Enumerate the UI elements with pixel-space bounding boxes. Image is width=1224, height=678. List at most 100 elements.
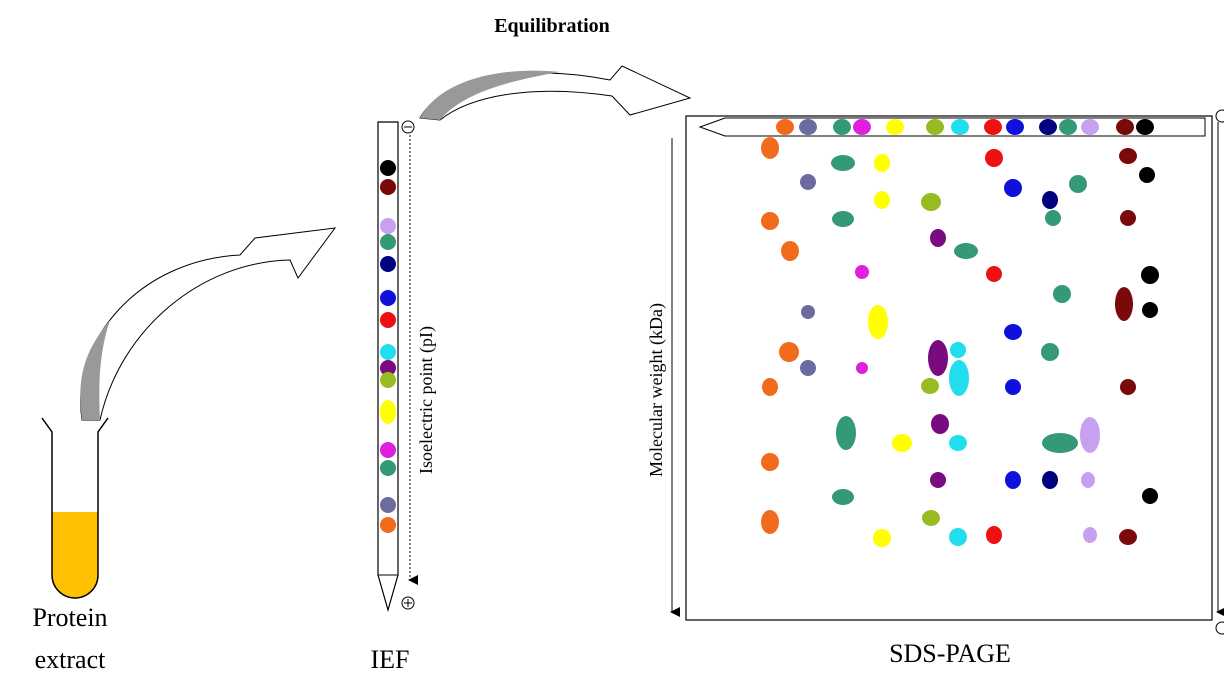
protein-spot bbox=[800, 360, 816, 376]
protein-spot bbox=[1139, 167, 1155, 183]
protein-spot bbox=[380, 290, 396, 306]
axis-label: Molecular weight (kDa) bbox=[646, 303, 667, 477]
protein-spot bbox=[1042, 471, 1058, 489]
protein-spot bbox=[856, 362, 868, 374]
protein-spot bbox=[922, 510, 940, 526]
extract-liquid bbox=[52, 512, 98, 598]
sds-gel bbox=[686, 116, 1212, 620]
protein-spot bbox=[1080, 417, 1100, 453]
protein-spot bbox=[949, 360, 969, 396]
protein-spot bbox=[1059, 119, 1077, 135]
protein-spot bbox=[951, 119, 969, 135]
protein-spot bbox=[931, 414, 949, 434]
protein-spot bbox=[985, 149, 1003, 167]
protein-spot bbox=[1004, 179, 1022, 197]
step-label: Protein bbox=[32, 603, 107, 632]
protein-spot bbox=[761, 453, 779, 471]
protein-spot bbox=[1119, 148, 1137, 164]
protein-spot bbox=[874, 154, 890, 172]
protein-spot bbox=[831, 155, 855, 171]
protein-spot bbox=[801, 305, 815, 319]
protein-spot bbox=[380, 460, 396, 476]
protein-spot bbox=[1116, 119, 1134, 135]
protein-spot bbox=[799, 119, 817, 135]
step-label: SDS-PAGE bbox=[889, 639, 1011, 668]
protein-spot bbox=[380, 400, 396, 424]
protein-spot bbox=[776, 119, 794, 135]
protein-spot bbox=[1081, 472, 1095, 488]
protein-spot bbox=[930, 472, 946, 488]
protein-spot bbox=[380, 312, 396, 328]
protein-spot bbox=[926, 119, 944, 135]
protein-spot bbox=[949, 528, 967, 546]
protein-spot bbox=[984, 119, 1002, 135]
protein-spot bbox=[1069, 175, 1087, 193]
protein-spot bbox=[761, 510, 779, 534]
protein-spot bbox=[1142, 488, 1158, 504]
protein-spot bbox=[380, 517, 396, 533]
protein-spot bbox=[779, 342, 799, 362]
protein-spot bbox=[950, 342, 966, 358]
protein-spot bbox=[921, 193, 941, 211]
protein-spot bbox=[380, 372, 396, 388]
protein-spot bbox=[380, 344, 396, 360]
title: Equilibration bbox=[494, 15, 610, 37]
protein-spot bbox=[928, 340, 948, 376]
protein-spot bbox=[1006, 119, 1024, 135]
protein-spot bbox=[1005, 379, 1021, 395]
protein-spot bbox=[1005, 471, 1021, 489]
protein-spot bbox=[853, 119, 871, 135]
protein-spot bbox=[1115, 287, 1133, 321]
protein-spot bbox=[380, 179, 396, 195]
protein-spot bbox=[986, 526, 1002, 544]
protein-spot bbox=[762, 378, 778, 396]
protein-spot bbox=[1042, 433, 1078, 453]
protein-spot bbox=[1045, 210, 1061, 226]
protein-spot bbox=[836, 416, 856, 450]
plus-electrode bbox=[1216, 622, 1224, 634]
protein-spot bbox=[380, 497, 396, 513]
protein-spot bbox=[1053, 285, 1071, 303]
arrow-outline bbox=[81, 228, 335, 420]
protein-spot bbox=[886, 119, 904, 135]
protein-spot bbox=[892, 434, 912, 452]
protein-spot bbox=[1119, 529, 1137, 545]
protein-spot bbox=[1081, 119, 1099, 135]
protein-spot bbox=[380, 160, 396, 176]
protein-spot bbox=[761, 137, 779, 159]
protein-spot bbox=[832, 489, 854, 505]
protein-spot bbox=[1120, 210, 1136, 226]
test-tube bbox=[42, 418, 108, 598]
step-label: IEF bbox=[371, 645, 410, 674]
protein-spot bbox=[832, 211, 854, 227]
protein-spot bbox=[855, 265, 869, 279]
protein-spot bbox=[1142, 302, 1158, 318]
protein-spot bbox=[868, 305, 888, 339]
protein-spot bbox=[949, 435, 967, 451]
protein-spot bbox=[873, 529, 891, 547]
protein-spot bbox=[380, 442, 396, 458]
protein-spot bbox=[1083, 527, 1097, 543]
protein-spot bbox=[1039, 119, 1057, 135]
protein-spot bbox=[874, 191, 890, 209]
step-label: extract bbox=[35, 645, 107, 674]
axis-label: Isoelectric point (pI) bbox=[416, 326, 437, 474]
protein-spot bbox=[1141, 266, 1159, 284]
diagram: Equilibration Protein extract Isoelectri… bbox=[0, 0, 1224, 678]
protein-spot bbox=[1136, 119, 1154, 135]
protein-spot bbox=[986, 266, 1002, 282]
protein-spot bbox=[380, 218, 396, 234]
protein-spot bbox=[800, 174, 816, 190]
protein-spot bbox=[930, 229, 946, 247]
protein-spot bbox=[781, 241, 799, 261]
protein-spot bbox=[1041, 343, 1059, 361]
protein-spot bbox=[1004, 324, 1022, 340]
protein-spot bbox=[1042, 191, 1058, 209]
protein-spot bbox=[1120, 379, 1136, 395]
protein-spot bbox=[380, 234, 396, 250]
protein-spot bbox=[954, 243, 978, 259]
minus-electrode bbox=[1216, 110, 1224, 122]
plus-sign bbox=[404, 599, 412, 607]
protein-spot bbox=[921, 378, 939, 394]
protein-spot bbox=[380, 256, 396, 272]
